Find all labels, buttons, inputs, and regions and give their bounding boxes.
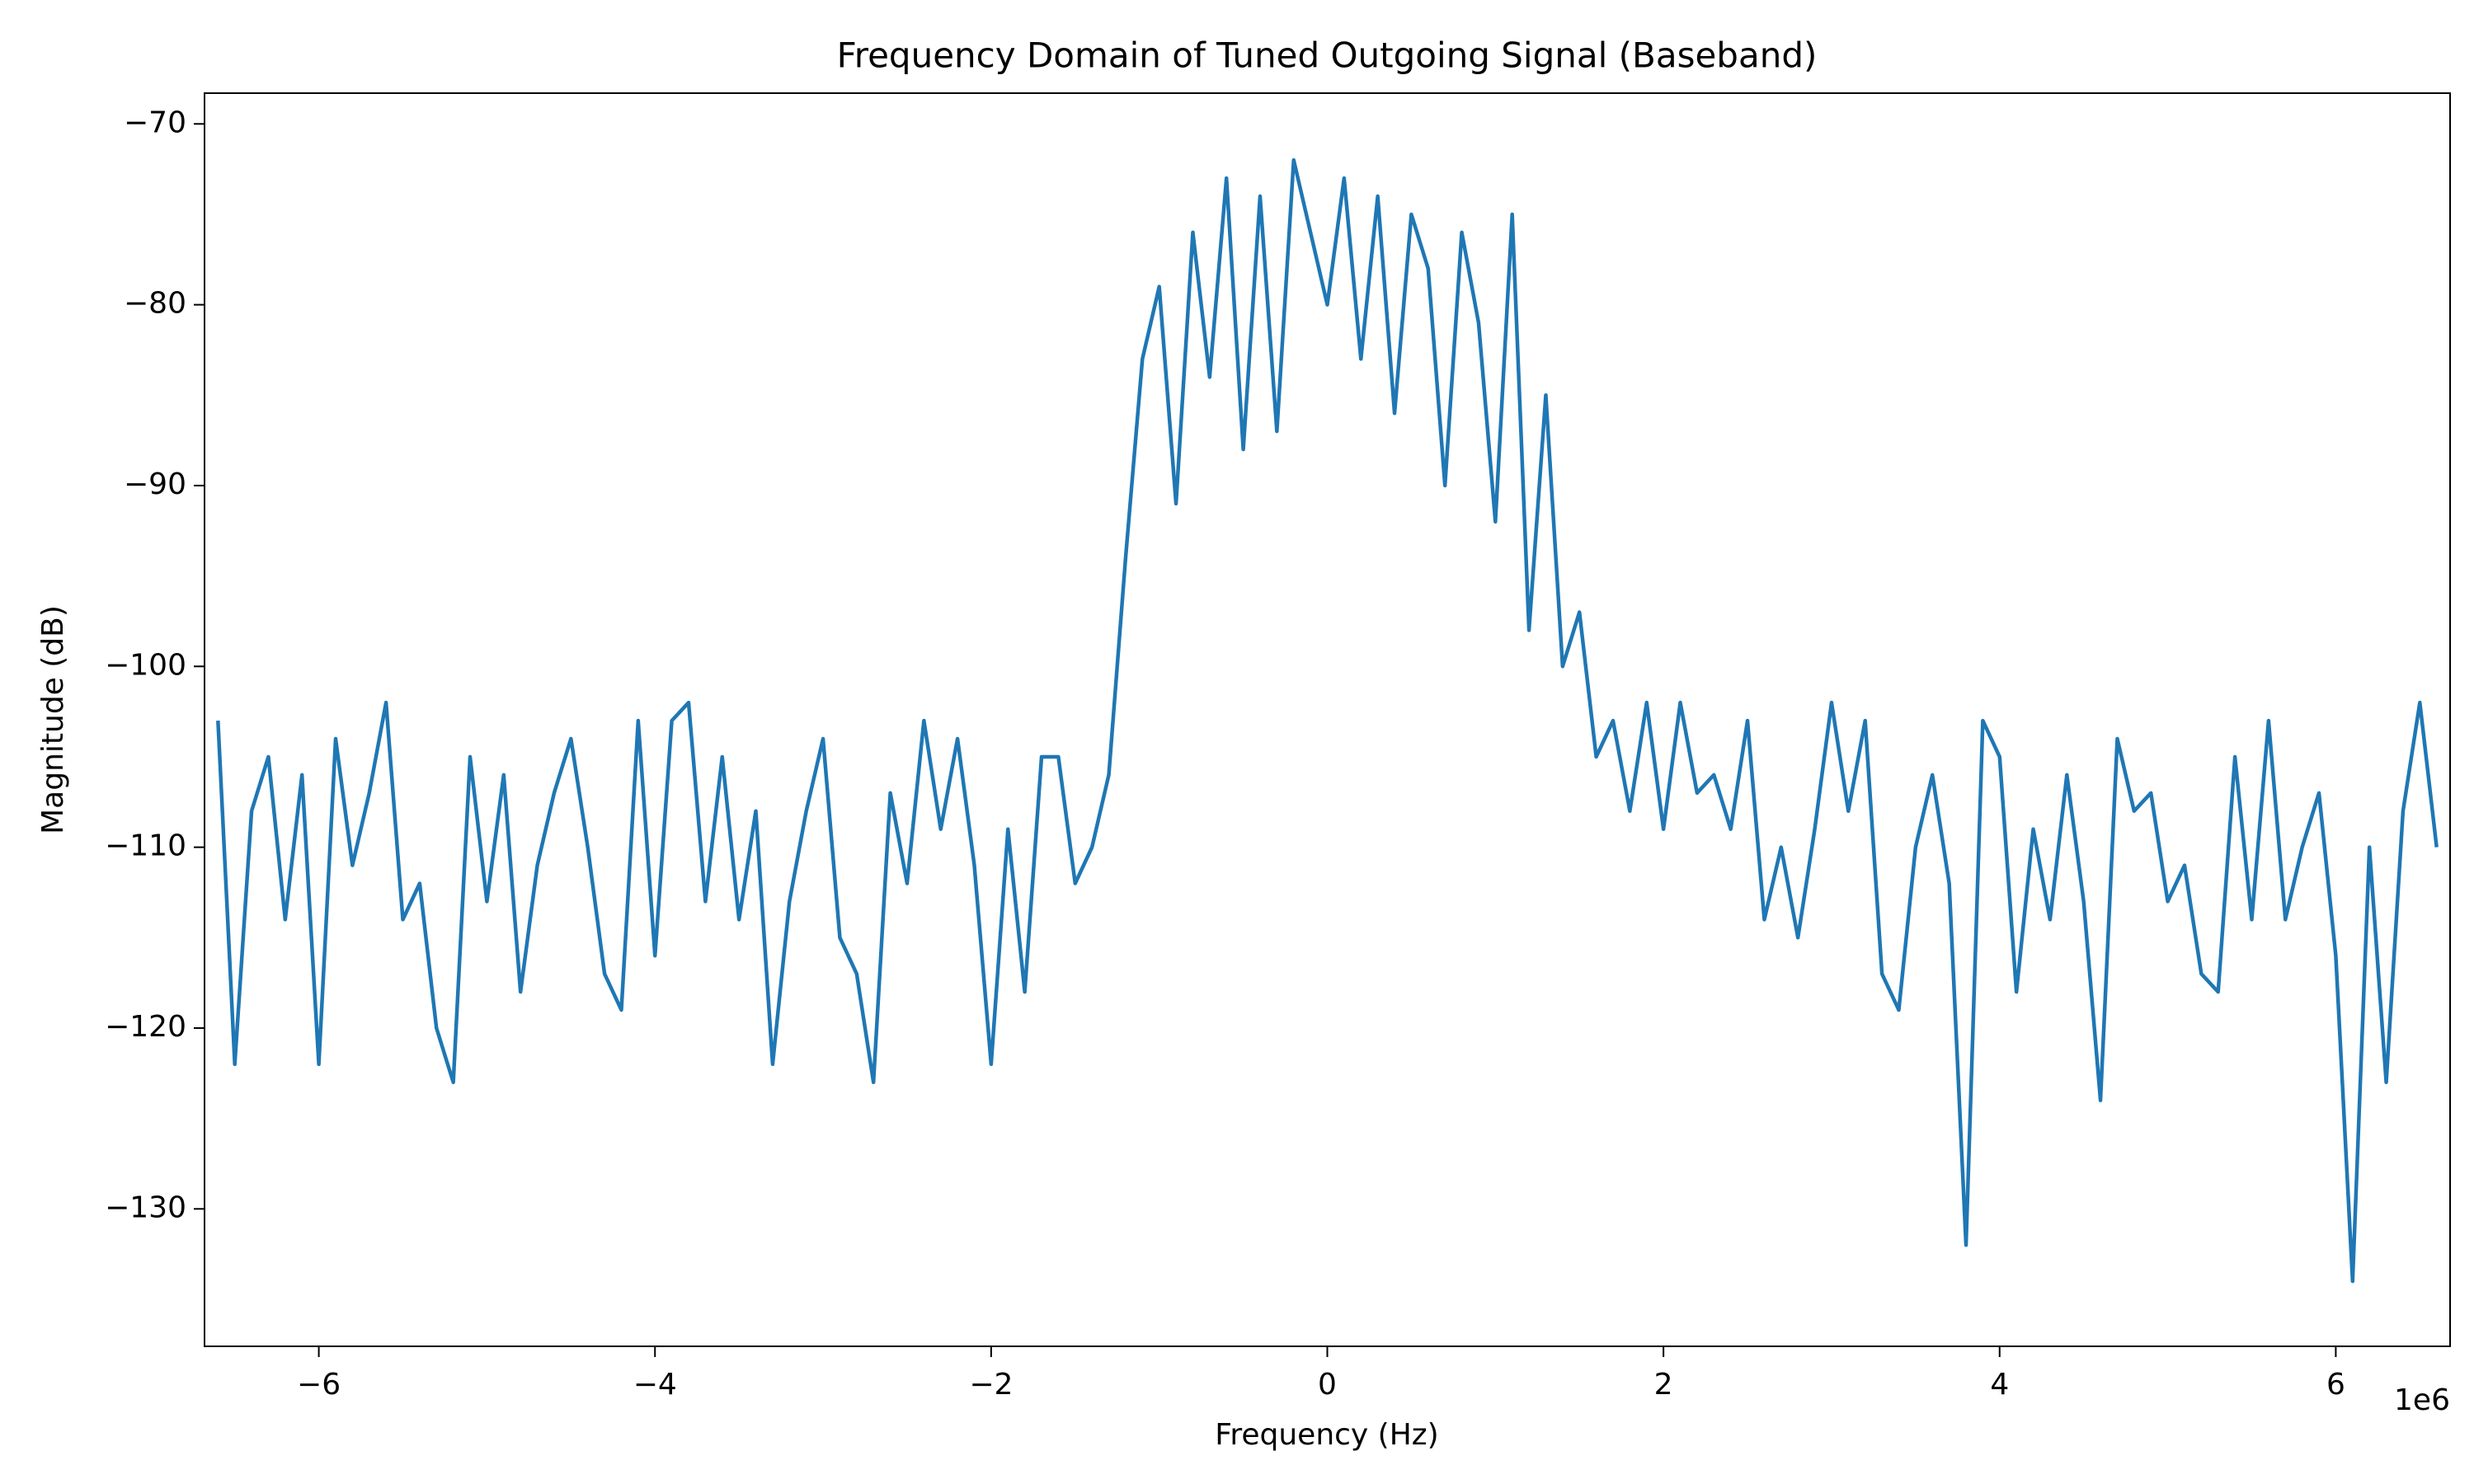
- y-tick-label: −120: [105, 1010, 186, 1044]
- x-tick-label: −4: [633, 1368, 677, 1402]
- x-tick-label: 2: [1654, 1368, 1673, 1402]
- y-tick-label: −80: [124, 287, 186, 321]
- x-tick-label: 4: [1990, 1368, 2009, 1402]
- x-tick-label: −6: [297, 1368, 341, 1402]
- line: [216, 157, 2439, 1284]
- y-tick-label: −100: [105, 648, 186, 682]
- x-tick-label: 0: [1318, 1368, 1337, 1402]
- x-axis-label: Frequency (Hz): [1215, 1418, 1438, 1452]
- y-tick-label: −130: [105, 1190, 186, 1224]
- chart-title: Frequency Domain of Tuned Outgoing Signa…: [837, 35, 1818, 76]
- y-tick-label: −110: [105, 829, 186, 863]
- x-tick-label: −2: [969, 1368, 1013, 1402]
- y-tick-label: −90: [124, 467, 186, 501]
- x-tick-label: 6: [2326, 1368, 2345, 1402]
- plot-frame: [204, 92, 2451, 1347]
- y-axis-label: Magnitude (dB): [36, 605, 70, 834]
- x-offset-label: 1e6: [2394, 1383, 2450, 1417]
- y-tick-label: −70: [124, 106, 186, 139]
